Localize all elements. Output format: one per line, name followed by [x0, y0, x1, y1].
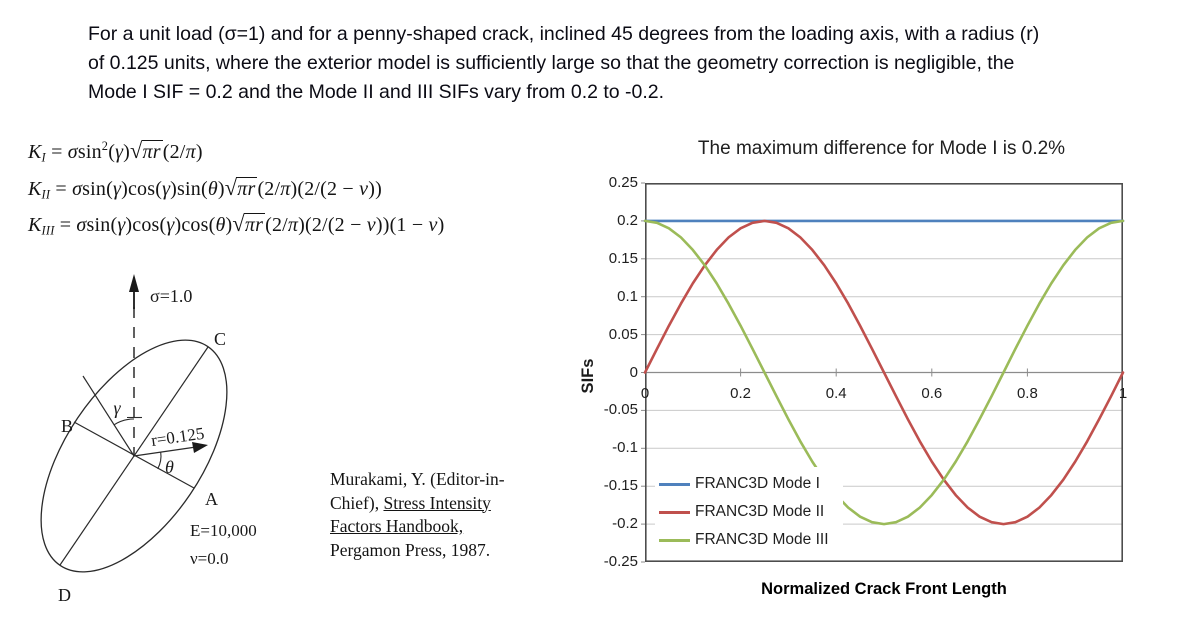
y-tick-label: 0	[629, 363, 638, 381]
intro-line: For a unit load (σ=1) and for a penny-sh…	[88, 23, 1040, 45]
x-tick-label: 0	[640, 385, 650, 402]
point-a-label: A	[205, 489, 218, 509]
y-tick-label: -0.25	[603, 553, 638, 570]
load-arrow-icon	[129, 274, 139, 292]
intro-paragraph: For a unit load (σ=1) and for a penny-sh…	[88, 20, 1148, 107]
sif-chart: The maximum difference for Mode I is 0.2…	[570, 133, 1175, 618]
legend-label: FRANC3D Mode III	[695, 531, 829, 548]
radius-arrow-line	[133, 445, 204, 457]
gamma-angle-label: γ	[113, 398, 121, 418]
citation-line: Factors Handbook,	[330, 516, 464, 536]
chart-legend: FRANC3D Mode I FRANC3D Mode II FRANC3D Mod…	[655, 467, 843, 557]
theta-arc	[157, 452, 162, 470]
chart-title: The maximum difference for Mode I is 0.2…	[697, 138, 1066, 159]
intro-line: Mode I SIF = 0.2 and the Mode II and III…	[88, 81, 665, 103]
formula-row: KI = σsin2(γ)√πr (2/π)	[28, 138, 203, 165]
legend-label: FRANC3D Mode I	[695, 475, 820, 492]
y-tick-label: -0.05	[603, 401, 638, 419]
series-line-franc3d-mode-iii	[643, 219, 1125, 526]
point-c-label: C	[214, 329, 226, 349]
legend-swatch	[659, 510, 690, 514]
gamma-arc	[113, 418, 135, 426]
modulus-label: E=10,000	[190, 521, 257, 540]
y-tick-label: -0.1	[612, 439, 638, 457]
poisson-label: ν=0.0	[190, 549, 229, 568]
x-tick-label: 0.8	[1016, 385, 1038, 402]
series-line-franc3d-mode-ii	[643, 219, 1125, 526]
x-tick-label: 1	[1118, 385, 1128, 402]
sqrt-expression: √πr	[232, 211, 266, 236]
crack-ellipse	[40, 339, 228, 573]
y-tick-label: 0.1	[617, 287, 638, 305]
legend-item: FRANC3D Mode II	[659, 498, 829, 526]
citation-line: Chief), Stress Intensity	[330, 492, 491, 513]
y-tick-label: -0.15	[603, 477, 638, 495]
point-b-label: B	[61, 416, 73, 436]
sigma-load-label: σ=1.0	[150, 286, 192, 306]
point-d-label: D	[58, 585, 71, 605]
y-tick-label: 0.2	[617, 211, 638, 229]
x-tick-label: 0.2	[730, 385, 752, 402]
citation-block: Murakami, Y. (Editor-in- Chief), Stress I…	[330, 468, 528, 562]
crack-diagram: σ=1.0 γ θ r=0.125 C B A D E=10,000 ν=0.0	[40, 274, 257, 605]
y-tick-label: 0.05	[608, 325, 638, 343]
sqrt-expression: √πr	[130, 138, 163, 163]
formula-row: KII = σsin(γ)cos(γ)sin(θ)√πr (2/π)(2/(2 −…	[28, 175, 382, 202]
chart-plot-area	[641, 182, 1125, 563]
y-tick-label: 0.15	[608, 249, 638, 267]
legend-item: FRANC3D Mode I	[659, 470, 829, 498]
x-axis-label: Normalized Crack Front Length	[761, 580, 1007, 598]
citation-line: Pergamon Press, 1987.	[330, 539, 491, 560]
sqrt-expression: √πr	[224, 175, 258, 200]
legend-item: FRANC3D Mode III	[659, 526, 829, 554]
theta-angle-label: θ	[165, 457, 174, 477]
legend-label: FRANC3D Mode II	[695, 503, 825, 520]
gamma-line	[82, 375, 135, 457]
y-tick-label: -0.2	[612, 515, 638, 533]
formula-row: KIII = σsin(γ)cos(γ)cos(θ)√πr (2/π)(2/(2 …	[28, 211, 445, 238]
x-tick-label: 0.4	[825, 385, 847, 402]
legend-swatch	[659, 482, 690, 486]
y-tick-label: 0.25	[608, 174, 638, 191]
intro-line: of 0.125 units, where the exterior model…	[88, 52, 1015, 74]
legend-swatch	[659, 538, 690, 542]
citation-line: Murakami, Y. (Editor-in-	[330, 469, 505, 489]
x-tick-label: 0.6	[921, 385, 943, 402]
radius-arrow-icon	[192, 442, 208, 453]
